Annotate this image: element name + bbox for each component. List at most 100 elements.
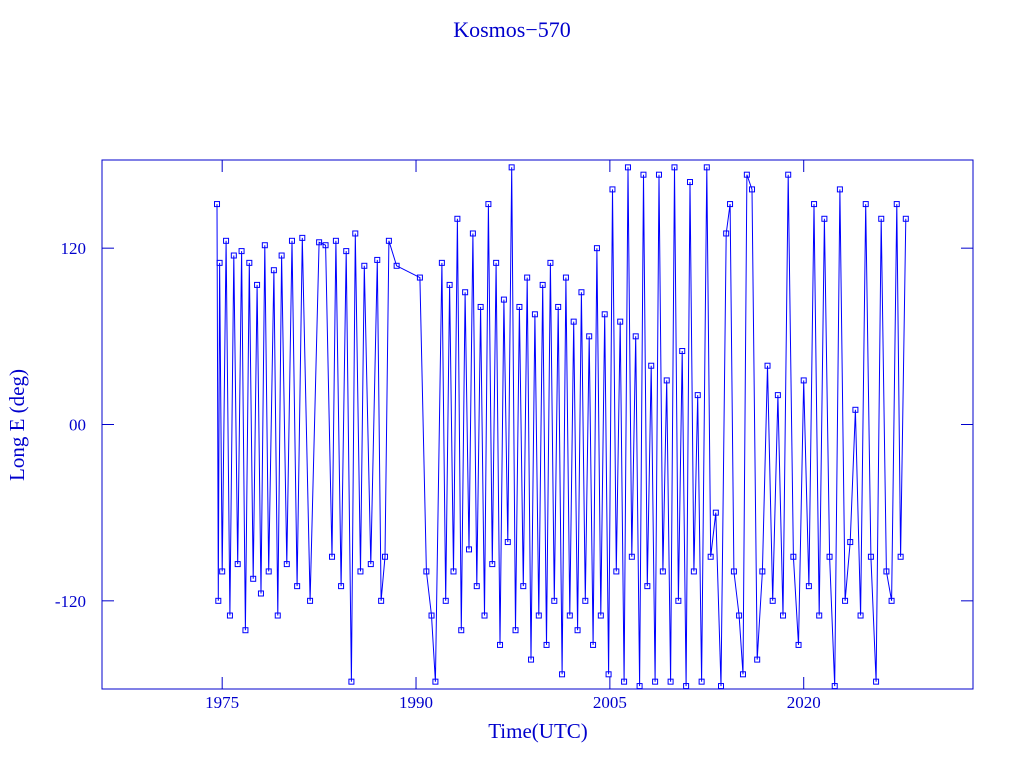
point [862,201,869,208]
point [512,627,519,634]
point [878,215,885,222]
point [374,256,381,263]
point [574,627,581,634]
point [730,568,737,575]
point [332,237,339,244]
point [516,303,523,310]
point [686,179,693,186]
point [278,252,285,259]
point [348,678,355,685]
x-tick-label: 1990 [399,693,433,712]
y-tick-label: 120 [61,239,87,258]
point [250,575,257,582]
point [867,553,874,560]
point [294,583,301,590]
point [288,237,295,244]
point [442,597,449,604]
point [597,612,604,619]
point [582,597,589,604]
point [446,281,453,288]
point [590,641,597,648]
plot-frame [101,159,974,690]
point [857,612,864,619]
point [307,597,314,604]
point [559,671,566,678]
point [469,230,476,237]
point [790,553,797,560]
point [489,561,496,568]
point [555,303,562,310]
point [609,186,616,193]
point [500,296,507,303]
x-axis-label: Time(UTC) [488,719,588,743]
point [764,362,771,369]
point [578,289,585,296]
point [593,245,600,252]
point [821,215,828,222]
point [888,597,895,604]
point [214,201,221,208]
point [283,561,290,568]
point [769,597,776,604]
point [226,612,233,619]
point [477,303,484,310]
point [562,274,569,281]
point [694,392,701,399]
point [265,568,272,575]
point [270,267,277,274]
point [438,259,445,266]
x-tick-label: 2005 [593,693,627,712]
point [628,553,635,560]
point [780,612,787,619]
point [727,201,734,208]
x-tick-label: 2020 [787,693,821,712]
point [736,612,743,619]
point [520,583,527,590]
point [416,274,423,281]
point [230,252,237,259]
point [648,362,655,369]
point [246,259,253,266]
x-tick-label: 1975 [205,693,239,712]
point [493,259,500,266]
point [723,230,730,237]
point [811,201,818,208]
point [644,583,651,590]
point [551,597,558,604]
point [338,583,345,590]
point [329,553,336,560]
point [261,242,268,249]
point [481,612,488,619]
point [343,248,350,255]
point [547,259,554,266]
point [795,641,802,648]
point [617,318,624,325]
point [739,671,746,678]
point [601,311,608,318]
point [352,230,359,237]
point [902,215,909,222]
point [831,683,838,690]
point [743,171,750,178]
point [675,597,682,604]
point [667,678,674,685]
point [223,237,230,244]
point [718,683,725,690]
point [621,678,628,685]
point [316,239,323,246]
point [624,164,631,171]
point [836,186,843,193]
point [893,201,900,208]
point [539,281,546,288]
point [450,568,457,575]
point [497,641,504,648]
y-tick-label: 00 [69,416,86,435]
point [800,377,807,384]
point [432,678,439,685]
point [423,568,430,575]
point [378,597,385,604]
point [535,612,542,619]
point [473,583,480,590]
point [385,237,392,244]
point [749,186,756,193]
